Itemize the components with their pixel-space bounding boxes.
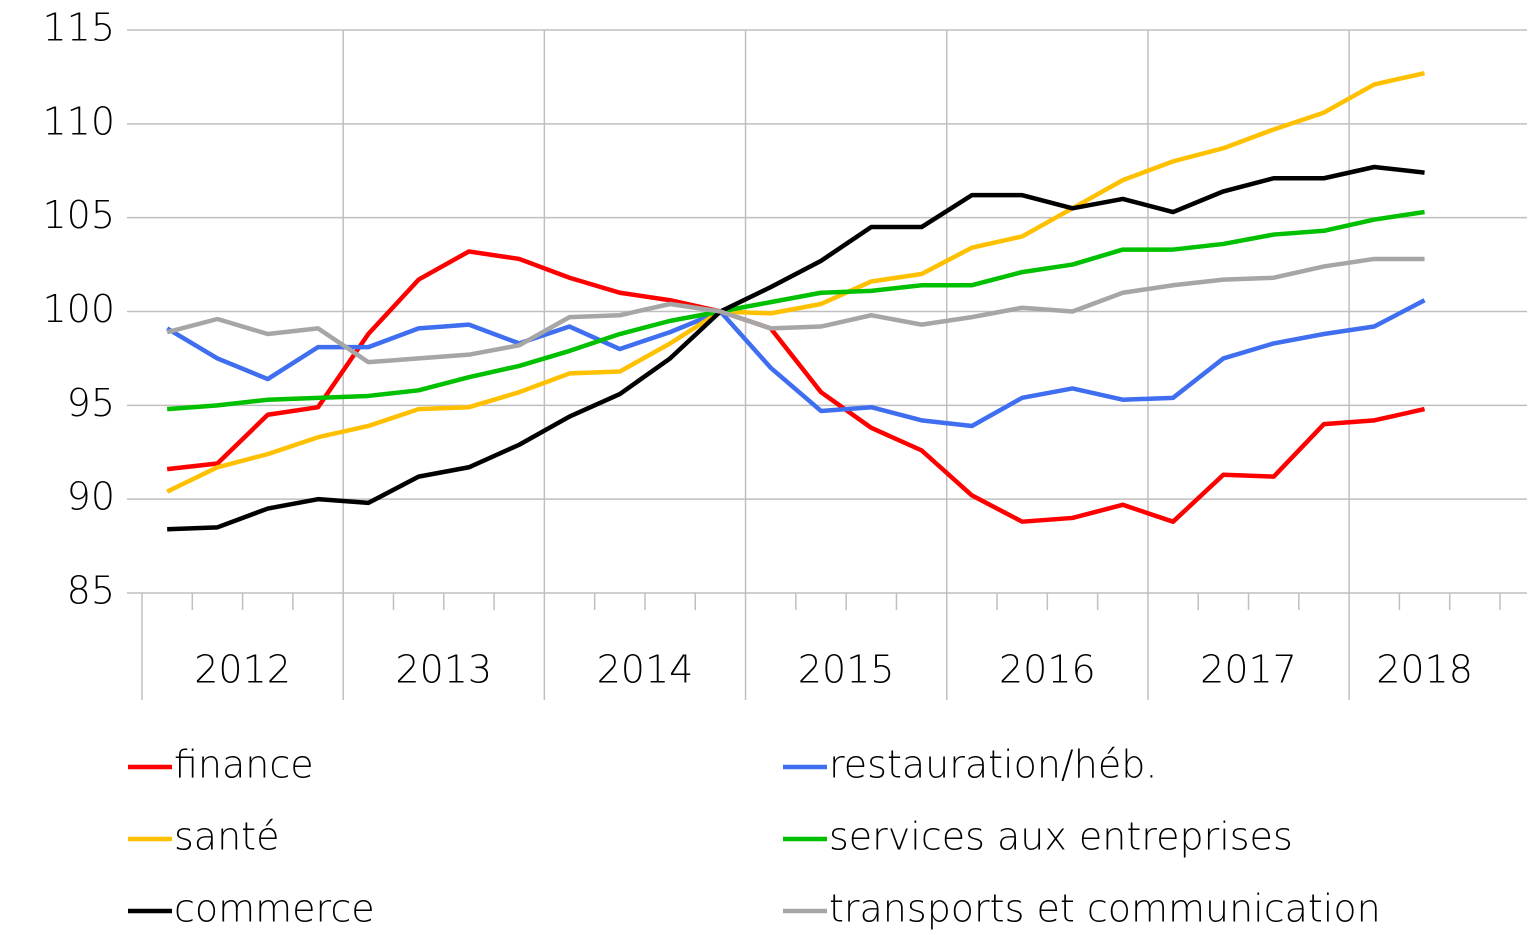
y-tick-label: 100 xyxy=(42,287,115,331)
x-tick-label: 2018 xyxy=(1376,648,1473,692)
series-line xyxy=(166,249,1426,524)
series-line xyxy=(166,70,1426,494)
series-line xyxy=(166,256,1425,365)
x-tick-label: 2012 xyxy=(194,648,291,692)
legend-label: commerce xyxy=(174,887,375,931)
x-tick-label: 2014 xyxy=(597,648,694,692)
y-tick-label: 115 xyxy=(42,6,115,50)
legend-label: santé xyxy=(174,815,279,859)
series-line xyxy=(167,164,1425,532)
y-tick-label: 90 xyxy=(67,475,115,519)
legend-label: finance xyxy=(174,743,314,787)
y-tick-label: 85 xyxy=(67,569,115,613)
x-tick-label: 2016 xyxy=(999,648,1096,692)
y-tick-label: 95 xyxy=(67,381,115,425)
x-tick-label: 2015 xyxy=(798,648,895,692)
legend-label: transports et communication xyxy=(829,887,1381,931)
series-line xyxy=(166,209,1425,412)
series-line xyxy=(165,298,1426,429)
x-tick-label: 2017 xyxy=(1200,648,1297,692)
legend-label: services aux entreprises xyxy=(829,815,1293,859)
y-tick-label: 110 xyxy=(42,99,115,143)
y-tick-label: 105 xyxy=(42,193,115,237)
x-tick-label: 2013 xyxy=(395,648,492,692)
legend-label: restauration/héb. xyxy=(829,743,1157,787)
